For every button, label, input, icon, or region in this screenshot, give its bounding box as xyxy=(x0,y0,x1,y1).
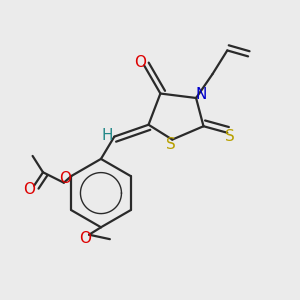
Text: N: N xyxy=(196,87,207,102)
Text: O: O xyxy=(79,231,91,246)
Text: H: H xyxy=(101,128,113,143)
Text: O: O xyxy=(23,182,35,197)
Text: S: S xyxy=(166,137,176,152)
Text: S: S xyxy=(225,129,235,144)
Text: O: O xyxy=(134,55,146,70)
Text: O: O xyxy=(59,171,71,186)
